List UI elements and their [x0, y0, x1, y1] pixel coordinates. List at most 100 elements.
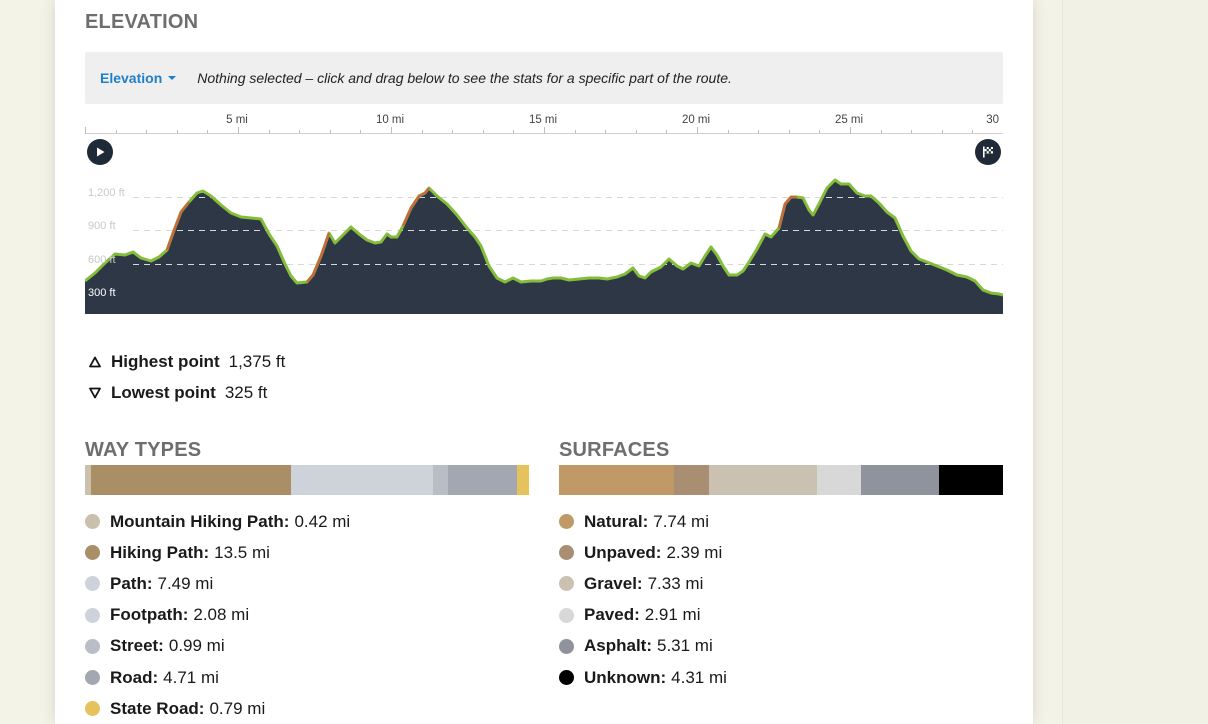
route-start-marker[interactable]: [87, 139, 113, 165]
distance-ruler: 5 mi 10 mi 15 mi 20 mi 25 mi 30: [85, 114, 1003, 134]
elevation-gridlines: [133, 197, 1003, 265]
triangle-down-icon: [89, 387, 101, 398]
steep-segment: [777, 195, 797, 229]
route-finish-marker[interactable]: [975, 139, 1001, 165]
way-types-bar-segment[interactable]: [402, 465, 433, 495]
elevation-dropdown[interactable]: Elevation: [100, 70, 177, 86]
legend-value: 4.71 mi: [163, 667, 219, 687]
surfaces-legend-item[interactable]: Unknown: 4.31 mi: [559, 662, 727, 693]
legend-label: Mountain Hiking Path:: [110, 511, 290, 531]
elevation-profile-line: [84, 178, 1004, 297]
surfaces-bar-segment[interactable]: [559, 465, 674, 495]
color-dot-icon: [559, 638, 574, 654]
legend-label: State Road:: [110, 698, 205, 718]
elevation-profile-area: [85, 180, 1003, 314]
elevation-profile-chart[interactable]: 1,200 ft 900 ft 600 ft 300 ft: [84, 138, 1004, 314]
steep-segment: [401, 187, 430, 227]
elevation-toolbar: Elevation Nothing selected – click and d…: [85, 52, 1003, 104]
legend-value: 7.49 mi: [157, 573, 214, 593]
distance-label: 20 mi: [682, 114, 710, 126]
highest-point-value: 1,375 ft: [228, 351, 286, 371]
elevation-stats: Highest point 1,375 ft Lowest point 325 …: [89, 346, 285, 408]
legend-value: 7.33 mi: [647, 573, 704, 593]
surfaces-bar-segment[interactable]: [708, 465, 818, 495]
way-types-legend-item[interactable]: State Road: 0.79 mi: [85, 693, 350, 724]
surfaces-title: SURFACES: [559, 439, 670, 461]
color-dot-icon: [85, 545, 100, 561]
surfaces-bar-segment[interactable]: [817, 465, 861, 495]
surfaces-bar-segment[interactable]: [673, 465, 709, 495]
highest-point-row: Highest point 1,375 ft: [89, 346, 285, 377]
way-types-bar-segment[interactable]: [517, 465, 529, 495]
steep-segments: [165, 187, 797, 283]
surfaces-legend-item[interactable]: Asphalt: 5.31 mi: [559, 631, 727, 662]
way-types-legend-item[interactable]: Mountain Hiking Path: 0.42 mi: [85, 506, 350, 537]
legend-label: Road:: [110, 667, 159, 687]
way-types-bar-segment[interactable]: [447, 465, 518, 495]
distance-label: 5 mi: [226, 114, 248, 126]
color-dot-icon: [559, 670, 574, 686]
way-types-bar-segment[interactable]: [432, 465, 448, 495]
way-types-legend-item[interactable]: Path: 7.49 mi: [85, 568, 350, 599]
color-dot-icon: [559, 576, 574, 592]
steep-segment: [165, 201, 190, 251]
elevation-axis-label: 1,200 ft: [88, 187, 125, 199]
way-types-legend: Mountain Hiking Path: 0.42 mi Hiking Path:…: [85, 506, 350, 724]
legend-label: Paved:: [584, 605, 640, 625]
legend-label: Path:: [110, 573, 153, 593]
legend-value: 2.91 mi: [644, 605, 701, 625]
way-types-bar-segment[interactable]: [291, 465, 403, 495]
lowest-point-label: Lowest point: [111, 382, 216, 402]
finish-flag-icon: [983, 146, 993, 158]
legend-label: Street:: [110, 636, 164, 656]
selection-message: Nothing selected – click and drag below …: [197, 70, 732, 86]
legend-label: Hiking Path:: [110, 542, 210, 562]
surfaces-legend-item[interactable]: Paved: 2.91 mi: [559, 600, 727, 631]
surfaces-legend-item[interactable]: Unpaved: 2.39 mi: [559, 537, 727, 568]
color-dot-icon: [85, 638, 100, 654]
legend-label: Unknown:: [584, 667, 667, 687]
surfaces-bar-segment[interactable]: [860, 465, 940, 495]
legend-label: Footpath:: [110, 605, 189, 625]
distance-label: 10 mi: [376, 114, 404, 126]
way-types-bar-segment[interactable]: [85, 465, 92, 495]
elevation-axis-label: 600 ft: [88, 254, 116, 266]
way-types-bar[interactable]: [85, 465, 529, 495]
legend-value: 7.74 mi: [653, 511, 709, 531]
distance-label: 30: [986, 114, 999, 126]
surfaces-legend-item[interactable]: Gravel: 7.33 mi: [559, 568, 727, 599]
color-dot-icon: [85, 576, 100, 592]
color-dot-icon: [85, 670, 100, 686]
lowest-point-value: 325 ft: [224, 382, 268, 402]
distance-label: 15 mi: [529, 114, 557, 126]
way-types-legend-item[interactable]: Hiking Path: 13.5 mi: [85, 537, 350, 568]
map-area-edge: [1062, 0, 1208, 724]
way-types-legend-item[interactable]: Road: 4.71 mi: [85, 662, 350, 693]
distance-label: 25 mi: [835, 114, 863, 126]
color-dot-icon: [85, 607, 100, 623]
color-dot-icon: [85, 701, 100, 717]
color-dot-icon: [559, 545, 574, 561]
way-types-title: WAY TYPES: [85, 439, 202, 461]
color-dot-icon: [85, 514, 100, 530]
surfaces-legend-item[interactable]: Natural: 7.74 mi: [559, 506, 727, 537]
lowest-point-row: Lowest point 325 ft: [89, 377, 285, 408]
legend-label: Natural:: [584, 511, 649, 531]
highest-point-label: Highest point: [111, 351, 220, 371]
legend-label: Unpaved:: [584, 542, 662, 562]
route-details-panel: ELEVATION Elevation Nothing selected – c…: [55, 0, 1033, 724]
way-types-legend-item[interactable]: Street: 0.99 mi: [85, 631, 350, 662]
surfaces-bar-segment[interactable]: [939, 465, 1003, 495]
legend-value: 0.99 mi: [168, 636, 225, 656]
surfaces-legend: Natural: 7.74 mi Unpaved: 2.39 mi Gravel: 7.3…: [559, 506, 727, 693]
elevation-axis-label: 900 ft: [88, 220, 116, 232]
legend-label: Gravel:: [584, 573, 643, 593]
elevation-section-title: ELEVATION: [85, 11, 199, 33]
way-types-legend-item[interactable]: Footpath: 2.08 mi: [85, 600, 350, 631]
elevation-dropdown-label: Elevation: [100, 70, 163, 86]
elevation-axis-label: 300 ft: [88, 287, 116, 299]
way-types-bar-segment[interactable]: [91, 465, 292, 495]
legend-value: 4.31 mi: [671, 667, 727, 687]
legend-value: 5.31 mi: [657, 636, 713, 656]
surfaces-bar[interactable]: [559, 465, 1003, 495]
